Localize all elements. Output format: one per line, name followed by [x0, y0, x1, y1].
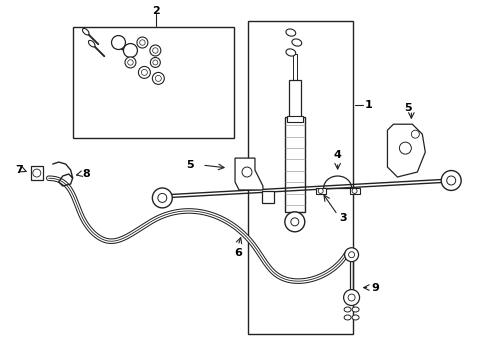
Circle shape	[352, 189, 357, 193]
Ellipse shape	[286, 49, 296, 56]
Polygon shape	[388, 124, 425, 177]
Circle shape	[285, 212, 305, 232]
Circle shape	[343, 289, 360, 306]
Text: 4: 4	[334, 150, 342, 160]
Ellipse shape	[344, 307, 351, 312]
Circle shape	[441, 171, 461, 190]
Bar	[31, 166, 43, 180]
Polygon shape	[235, 158, 263, 190]
Bar	[73, 27, 234, 138]
Bar	[262, 191, 274, 203]
Bar	[349, 188, 360, 194]
Circle shape	[128, 60, 133, 65]
Circle shape	[348, 252, 355, 258]
Circle shape	[123, 44, 137, 58]
Circle shape	[291, 218, 299, 226]
Text: 1: 1	[365, 100, 372, 110]
Ellipse shape	[352, 315, 359, 320]
Text: 9: 9	[371, 283, 379, 293]
Bar	[248, 21, 353, 334]
Circle shape	[344, 248, 359, 262]
Circle shape	[153, 60, 158, 65]
Circle shape	[150, 58, 160, 67]
Ellipse shape	[352, 307, 359, 312]
Ellipse shape	[89, 40, 95, 47]
Circle shape	[318, 189, 323, 193]
Circle shape	[242, 167, 252, 177]
Text: 8: 8	[83, 169, 90, 179]
Text: 3: 3	[340, 213, 347, 223]
Text: 6: 6	[234, 248, 242, 258]
Circle shape	[137, 37, 148, 48]
Text: 2: 2	[152, 6, 160, 15]
Circle shape	[447, 176, 456, 185]
Circle shape	[142, 69, 147, 75]
Circle shape	[138, 67, 150, 78]
Ellipse shape	[82, 28, 89, 35]
Circle shape	[152, 188, 172, 208]
Bar	[293, 54, 296, 82]
Circle shape	[152, 72, 164, 84]
Circle shape	[155, 75, 161, 81]
Circle shape	[140, 40, 145, 45]
Circle shape	[125, 57, 136, 68]
Circle shape	[399, 142, 412, 154]
Circle shape	[33, 169, 41, 177]
Circle shape	[412, 130, 419, 138]
Ellipse shape	[286, 29, 296, 36]
Circle shape	[150, 45, 161, 56]
Circle shape	[112, 36, 125, 50]
Circle shape	[152, 48, 158, 53]
Bar	[316, 188, 326, 194]
Text: 5: 5	[404, 103, 412, 113]
Circle shape	[158, 193, 167, 202]
Ellipse shape	[292, 39, 302, 46]
Ellipse shape	[344, 315, 351, 320]
Bar	[289, 80, 301, 120]
Bar	[287, 116, 303, 122]
Text: 5: 5	[186, 160, 194, 170]
Text: 7: 7	[15, 165, 23, 175]
Bar	[285, 117, 305, 212]
Circle shape	[348, 294, 355, 301]
